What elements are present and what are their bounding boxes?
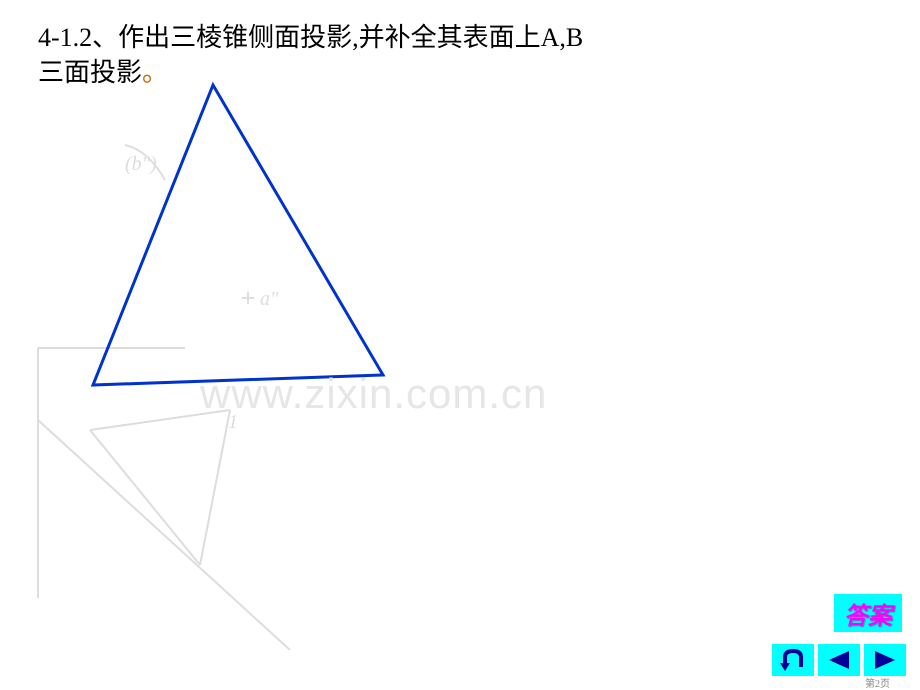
navigation-bar <box>772 644 906 676</box>
nav-prev-button[interactable] <box>818 644 860 676</box>
geometry-diagram: (b") a" 1 <box>30 50 470 650</box>
watermark-text: www.zixin.com.cn <box>200 370 547 418</box>
nav-next-button[interactable] <box>864 644 906 676</box>
label-b: (b") <box>125 153 157 175</box>
ghost-mid-line-3 <box>200 410 230 565</box>
answer-button[interactable]: 答案 <box>834 594 902 632</box>
ghost-diagonal <box>38 420 290 650</box>
answer-button-label: 答案 <box>844 596 892 631</box>
page-number: 第2页 <box>865 675 890 690</box>
nav-return-button[interactable] <box>772 644 814 676</box>
title-line-1: 4-1.2、作出三棱锥侧面投影,并补全其表面上A,B <box>38 23 583 52</box>
label-a: a" <box>260 288 279 310</box>
triangle-right-icon <box>873 650 897 670</box>
triangle-left-icon <box>827 650 851 670</box>
main-triangle <box>93 85 383 385</box>
u-turn-icon <box>779 649 807 671</box>
a-tick-mark <box>242 292 254 304</box>
ghost-mid-line-2 <box>90 430 200 565</box>
